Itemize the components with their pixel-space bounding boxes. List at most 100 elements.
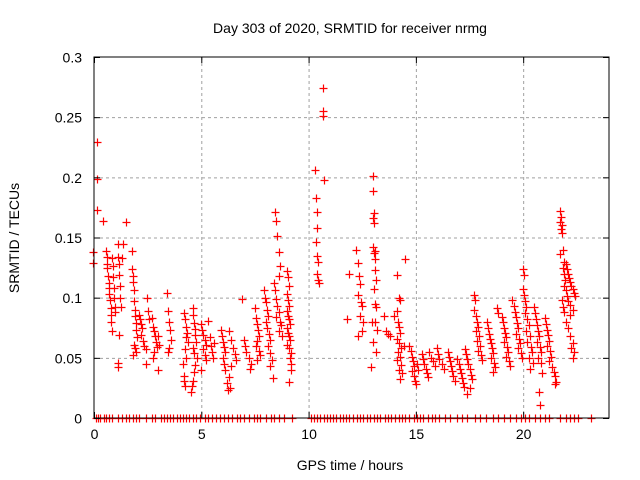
y-tick-label: 0.1: [63, 290, 83, 306]
data-point: [99, 217, 108, 226]
data-point: [425, 348, 434, 357]
data-point: [143, 294, 152, 303]
data-point: [418, 350, 427, 359]
data-point: [345, 270, 354, 279]
data-point: [407, 347, 416, 356]
data-point: [422, 365, 431, 374]
data-point: [359, 318, 368, 327]
data-point: [562, 318, 571, 327]
data-point: [131, 312, 140, 321]
data-point: [150, 327, 159, 336]
y-axis-label: SRMTID / TECUs: [6, 183, 22, 293]
data-point: [395, 339, 404, 348]
data-point: [221, 348, 230, 357]
data-point: [566, 278, 575, 287]
data-point: [556, 250, 565, 259]
data-point: [108, 327, 117, 336]
data-point: [560, 282, 569, 291]
data-point: [275, 308, 284, 317]
data-point: [191, 361, 200, 370]
y-tick-label: 0.25: [55, 110, 82, 126]
data-point: [542, 320, 551, 329]
data-point: [537, 359, 546, 368]
data-point: [500, 338, 509, 347]
data-point: [521, 297, 530, 306]
data-point: [283, 290, 292, 299]
data-points: [89, 84, 596, 423]
data-point: [493, 304, 502, 313]
data-point: [183, 329, 192, 338]
data-point: [419, 355, 428, 364]
data-point: [444, 348, 453, 357]
data-point: [313, 252, 322, 261]
data-point: [468, 375, 477, 384]
data-point: [150, 348, 159, 357]
data-point: [137, 331, 146, 340]
data-point: [354, 259, 363, 268]
data-point: [467, 371, 476, 380]
data-point: [569, 339, 578, 348]
data-point: [564, 324, 573, 333]
data-point: [343, 315, 352, 324]
data-point: [223, 379, 232, 388]
data-point: [273, 232, 282, 241]
data-point: [505, 357, 514, 366]
data-point: [119, 240, 128, 249]
y-tick-label: 0: [74, 411, 82, 427]
data-point: [520, 271, 529, 280]
data-point: [242, 348, 251, 357]
data-point: [532, 315, 541, 324]
data-point: [114, 363, 123, 372]
data-point: [189, 377, 198, 386]
data-point: [551, 372, 560, 381]
data-point: [266, 336, 275, 345]
data-point: [510, 302, 519, 311]
data-point: [313, 208, 322, 217]
data-point: [531, 309, 540, 318]
data-point: [449, 372, 458, 381]
data-point: [551, 380, 560, 389]
data-point: [525, 321, 534, 330]
data-point: [197, 366, 206, 375]
data-point: [420, 360, 429, 369]
data-point: [285, 378, 294, 387]
data-point: [433, 344, 442, 353]
data-point: [285, 282, 294, 291]
data-point: [440, 365, 449, 374]
data-point: [139, 337, 148, 346]
data-point: [460, 383, 469, 392]
data-point: [475, 332, 484, 341]
data-point: [370, 249, 379, 258]
data-point: [512, 330, 521, 339]
data-point: [369, 214, 378, 223]
data-point: [227, 336, 236, 345]
data-point: [114, 253, 123, 262]
data-point: [514, 344, 523, 353]
data-point: [131, 344, 140, 353]
data-point: [272, 217, 281, 226]
data-point: [520, 291, 529, 300]
data-point: [164, 348, 173, 357]
data-point: [180, 377, 189, 386]
data-point: [533, 338, 542, 347]
data-point: [270, 279, 279, 288]
data-point: [458, 374, 467, 383]
data-point: [262, 318, 271, 327]
data-point: [225, 327, 234, 336]
data-point: [571, 292, 580, 301]
data-point: [544, 331, 553, 340]
data-point: [394, 318, 403, 327]
data-point: [446, 357, 455, 366]
data-point: [519, 285, 528, 294]
data-point: [386, 332, 395, 341]
data-point: [283, 307, 292, 316]
data-point: [564, 270, 573, 279]
data-point: [558, 296, 567, 305]
data-point: [369, 338, 378, 347]
data-point: [570, 348, 579, 357]
data-point: [489, 349, 498, 358]
data-point: [144, 307, 153, 316]
data-point: [182, 354, 191, 363]
data-point: [393, 307, 402, 316]
data-point: [477, 351, 486, 360]
